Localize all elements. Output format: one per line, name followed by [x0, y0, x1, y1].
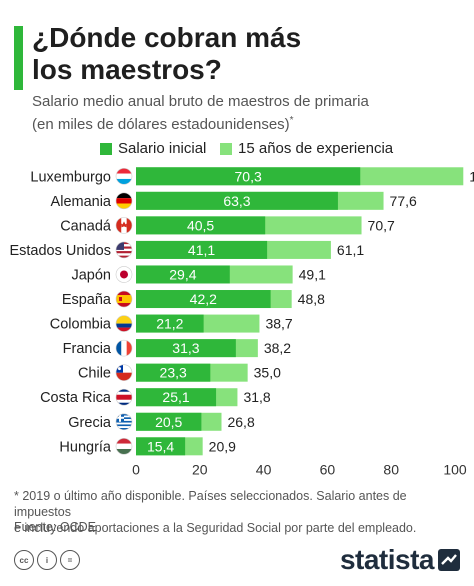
footnote: * 2019 o último año disponible. Países s… — [14, 488, 464, 536]
source-text: Fuente: OCDE — [14, 520, 96, 534]
chile-flag — [115, 364, 133, 381]
category-label: Costa Rica — [40, 390, 112, 406]
bar-chart: 70,3 102,6 Luxemburgo 63,3 77,6 Alemania 40,5 7… — [9, 167, 474, 478]
category-label: España — [62, 292, 112, 308]
data-label-initial: 25,1 — [162, 389, 189, 405]
spain-flag — [115, 290, 133, 308]
bar-initial — [136, 437, 186, 456]
data-label-initial: 29,4 — [169, 266, 196, 282]
bar-initial — [136, 290, 271, 309]
usa-flag — [115, 241, 133, 259]
category-label: Chile — [78, 366, 111, 382]
data-label-experience: 49,1 — [299, 266, 326, 282]
license-icons: cc i = — [14, 550, 80, 570]
x-tick-label: 0 — [132, 462, 140, 478]
subtitle-footnote-mark: * — [289, 115, 294, 126]
chart-subtitle: Salario medio anual bruto de maestros de… — [32, 92, 462, 134]
data-label-initial: 23,3 — [160, 365, 187, 381]
title-line-1: ¿Dónde cobran más — [32, 22, 302, 53]
legend-item-experience: 15 años de experiencia — [220, 140, 393, 157]
bar-initial — [136, 412, 202, 431]
japan-flag — [115, 266, 133, 283]
canada-flag — [115, 217, 133, 234]
data-label-initial: 42,2 — [190, 291, 217, 307]
france-flag — [115, 339, 133, 357]
category-label: Estados Unidos — [9, 243, 111, 259]
x-tick-label: 40 — [256, 462, 272, 478]
data-label-experience: 26,8 — [227, 414, 254, 430]
legend-swatch-experience — [220, 142, 232, 155]
x-tick-label: 100 — [443, 462, 467, 478]
bar-initial — [136, 216, 266, 235]
luxembourg-flag — [115, 167, 133, 185]
bar-initial — [136, 388, 217, 407]
subtitle-line-2: (en miles de dólares estadounidenses) — [32, 116, 290, 133]
statista-logo[interactable]: statista — [340, 544, 460, 576]
data-label-initial: 31,3 — [172, 340, 199, 356]
bar-initial — [136, 363, 211, 382]
legend-label-initial: Salario inicial — [118, 140, 207, 157]
brand-name: statista — [339, 544, 435, 575]
bar-initial — [136, 339, 236, 358]
data-label-initial: 70,3 — [235, 168, 262, 184]
bar-initial — [136, 240, 268, 259]
data-label-initial: 20,5 — [155, 414, 182, 430]
x-tick-label: 60 — [320, 462, 336, 478]
no-derivatives-icon[interactable]: = — [60, 550, 80, 570]
footnote-line-1: * 2019 o último año disponible. Países s… — [14, 489, 407, 519]
attribution-icon[interactable]: i — [37, 550, 57, 570]
chart-legend: Salario inicial 15 años de experiencia — [0, 140, 474, 160]
legend-item-initial: Salario inicial — [100, 140, 206, 157]
data-label-initial: 41,1 — [188, 242, 215, 258]
hungary-flag — [115, 438, 133, 455]
colombia-flag — [115, 315, 133, 332]
footnote-line-2: e incluyendo aportaciones a la Seguridad… — [14, 521, 417, 535]
data-label-initial: 21,2 — [156, 316, 183, 332]
x-tick-label: 80 — [383, 462, 399, 478]
subtitle-line-1: Salario medio anual bruto de maestros de… — [32, 93, 369, 110]
legend-label-experience: 15 años de experiencia — [238, 140, 394, 157]
category-label: Japón — [71, 267, 111, 283]
statista-mark-icon — [438, 549, 460, 571]
data-label-initial: 15,4 — [147, 438, 174, 454]
creative-commons-icon[interactable]: cc — [14, 550, 34, 570]
data-label-experience: 38,7 — [265, 316, 292, 332]
bar-initial — [136, 314, 204, 333]
title-line-2: los maestros? — [32, 54, 222, 85]
bar-initial — [136, 167, 361, 186]
x-tick-label: 20 — [192, 462, 208, 478]
category-label: Hungría — [59, 439, 112, 455]
category-label: Grecia — [68, 415, 112, 431]
data-label-initial: 40,5 — [187, 217, 214, 233]
category-label: Colombia — [50, 317, 112, 333]
data-label-experience: 70,7 — [368, 217, 395, 233]
data-label-experience: 48,8 — [298, 291, 325, 307]
chart-title: ¿Dónde cobran más los maestros? — [32, 22, 462, 86]
title-accent-bar — [14, 26, 23, 90]
bar-initial — [136, 191, 338, 210]
data-label-experience: 20,9 — [209, 438, 236, 454]
category-label: Canadá — [60, 218, 112, 234]
data-label-experience: 61,1 — [337, 242, 364, 258]
category-label: Francia — [63, 341, 112, 357]
greece-flag — [115, 413, 133, 431]
data-label-experience: 31,8 — [243, 389, 270, 405]
category-label: Alemania — [51, 194, 112, 210]
category-label: Luxemburgo — [30, 169, 111, 185]
legend-swatch-initial — [100, 142, 112, 155]
data-label-initial: 63,3 — [223, 193, 250, 209]
data-label-experience: 35,0 — [254, 365, 281, 381]
data-label-experience: 38,2 — [264, 340, 291, 356]
bar-initial — [136, 265, 230, 284]
costa-rica-flag — [115, 388, 133, 406]
data-label-experience: 102,6 — [469, 168, 474, 184]
data-label-experience: 77,6 — [390, 193, 417, 209]
germany-flag — [115, 192, 133, 210]
